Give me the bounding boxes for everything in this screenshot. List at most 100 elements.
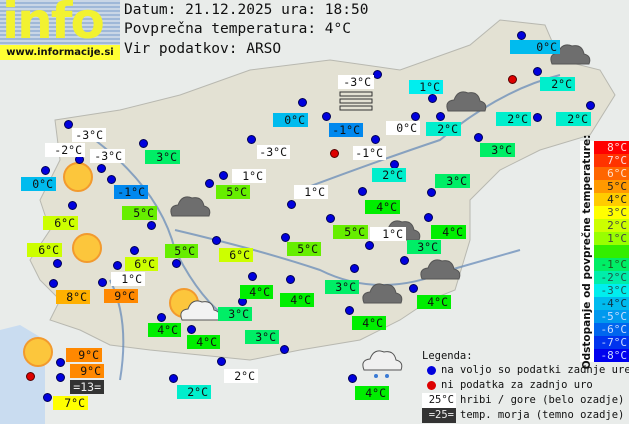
station-temperature[interactable]: 0°C bbox=[273, 113, 308, 127]
station-dot[interactable] bbox=[212, 236, 221, 245]
station-dot[interactable] bbox=[298, 98, 307, 107]
station-temperature[interactable]: -3°C bbox=[257, 145, 290, 159]
station-temperature[interactable]: 4°C bbox=[148, 323, 181, 337]
station-dot[interactable] bbox=[400, 256, 409, 265]
station-dot[interactable] bbox=[107, 175, 116, 184]
station-temperature[interactable]: 2°C bbox=[496, 112, 531, 126]
station-temperature[interactable]: 5°C bbox=[165, 244, 198, 258]
station-dot[interactable] bbox=[280, 345, 289, 354]
station-temperature[interactable]: 4°C bbox=[240, 285, 273, 299]
station-temperature[interactable]: 4°C bbox=[417, 295, 451, 309]
station-temperature[interactable]: 2°C bbox=[426, 122, 461, 136]
station-dot[interactable] bbox=[326, 214, 335, 223]
station-temperature[interactable]: 4°C bbox=[355, 386, 389, 400]
station-temperature[interactable]: 8°C bbox=[56, 290, 90, 304]
station-dot[interactable] bbox=[113, 261, 122, 270]
station-temperature[interactable]: 3°C bbox=[435, 174, 470, 188]
station-temperature[interactable]: 3°C bbox=[480, 143, 515, 157]
station-dot[interactable] bbox=[169, 374, 178, 383]
station-dot[interactable] bbox=[147, 221, 156, 230]
station-dot[interactable] bbox=[533, 67, 542, 76]
station-temperature[interactable]: 6°C bbox=[125, 257, 158, 271]
station-temperature[interactable]: 1°C bbox=[294, 185, 328, 199]
station-dot[interactable] bbox=[247, 135, 256, 144]
station-dot[interactable] bbox=[172, 259, 181, 268]
station-temperature[interactable]: -3°C bbox=[72, 128, 106, 142]
station-temperature[interactable]: 5°C bbox=[287, 242, 321, 256]
station-temperature[interactable]: -1°C bbox=[353, 146, 386, 160]
station-temperature[interactable]: 5°C bbox=[216, 185, 250, 199]
station-temperature[interactable]: 0°C bbox=[510, 40, 560, 54]
station-dot[interactable] bbox=[49, 279, 58, 288]
station-temperature[interactable]: 3°C bbox=[245, 330, 279, 344]
station-dot[interactable] bbox=[157, 313, 166, 322]
station-temperature[interactable]: 6°C bbox=[43, 216, 78, 230]
station-dot[interactable] bbox=[533, 113, 542, 122]
station-temperature[interactable]: -3°C bbox=[338, 75, 374, 89]
station-temperature[interactable]: 2°C bbox=[556, 112, 591, 126]
station-dot[interactable] bbox=[427, 188, 436, 197]
station-dot[interactable] bbox=[56, 373, 65, 382]
station-temperature[interactable]: 9°C bbox=[70, 364, 104, 378]
station-temperature[interactable]: 4°C bbox=[431, 225, 466, 239]
station-temperature[interactable]: -1°C bbox=[114, 185, 148, 199]
station-temperature[interactable]: 9°C bbox=[66, 348, 102, 362]
station-dot-no-data[interactable] bbox=[508, 75, 517, 84]
station-dot[interactable] bbox=[371, 135, 380, 144]
station-temperature[interactable]: 9°C bbox=[104, 289, 138, 303]
station-dot[interactable] bbox=[436, 112, 445, 121]
station-temperature[interactable]: 3°C bbox=[218, 307, 252, 321]
station-dot-no-data[interactable] bbox=[26, 372, 35, 381]
station-temperature[interactable]: 2°C bbox=[372, 168, 406, 182]
station-dot[interactable] bbox=[322, 112, 331, 121]
station-temperature[interactable]: 2°C bbox=[177, 385, 211, 399]
station-dot[interactable] bbox=[348, 374, 357, 383]
station-temperature[interactable]: 2°C bbox=[540, 77, 575, 91]
station-temperature[interactable]: 1°C bbox=[111, 272, 145, 286]
station-temperature[interactable]: 6°C bbox=[219, 248, 253, 262]
station-dot[interactable] bbox=[365, 241, 374, 250]
station-dot[interactable] bbox=[205, 179, 214, 188]
station-dot[interactable] bbox=[187, 325, 196, 334]
station-dot[interactable] bbox=[64, 120, 73, 129]
station-dot[interactable] bbox=[358, 187, 367, 196]
station-temperature[interactable]: 7°C bbox=[53, 396, 88, 410]
logo-url[interactable]: www.informacije.si bbox=[0, 45, 120, 60]
station-temperature[interactable]: 5°C bbox=[122, 206, 157, 220]
station-dot[interactable] bbox=[130, 246, 139, 255]
station-dot[interactable] bbox=[56, 358, 65, 367]
station-temperature[interactable]: 5°C bbox=[333, 225, 368, 239]
station-dot[interactable] bbox=[248, 272, 257, 281]
station-temperature[interactable]: =13= bbox=[70, 380, 104, 394]
station-dot[interactable] bbox=[43, 393, 52, 402]
station-dot-no-data[interactable] bbox=[330, 149, 339, 158]
station-temperature[interactable]: 4°C bbox=[187, 335, 220, 349]
logo[interactable]: info www.informacije.si bbox=[0, 0, 120, 60]
station-dot[interactable] bbox=[139, 139, 148, 148]
station-dot[interactable] bbox=[474, 133, 483, 142]
station-dot[interactable] bbox=[287, 200, 296, 209]
station-dot[interactable] bbox=[517, 31, 526, 40]
station-temperature[interactable]: 2°C bbox=[224, 369, 258, 383]
station-dot[interactable] bbox=[68, 201, 77, 210]
station-dot[interactable] bbox=[411, 112, 420, 121]
station-dot[interactable] bbox=[428, 94, 437, 103]
station-temperature[interactable]: 1°C bbox=[370, 227, 406, 241]
station-temperature[interactable]: 3°C bbox=[407, 240, 441, 254]
station-temperature[interactable]: 1°C bbox=[232, 169, 266, 183]
station-dot[interactable] bbox=[217, 357, 226, 366]
station-temperature[interactable]: -1°C bbox=[329, 123, 363, 137]
station-dot[interactable] bbox=[424, 213, 433, 222]
station-temperature[interactable]: 0°C bbox=[21, 177, 56, 191]
station-temperature[interactable]: 1°C bbox=[409, 80, 443, 94]
station-dot[interactable] bbox=[586, 101, 595, 110]
station-temperature[interactable]: 0°C bbox=[386, 121, 420, 135]
station-dot[interactable] bbox=[41, 166, 50, 175]
station-dot[interactable] bbox=[281, 233, 290, 242]
station-dot[interactable] bbox=[98, 278, 107, 287]
station-dot[interactable] bbox=[286, 275, 295, 284]
station-temperature[interactable]: 3°C bbox=[325, 280, 359, 294]
station-temperature[interactable]: 4°C bbox=[352, 316, 386, 330]
station-temperature[interactable]: 4°C bbox=[280, 293, 314, 307]
station-dot[interactable] bbox=[345, 306, 354, 315]
